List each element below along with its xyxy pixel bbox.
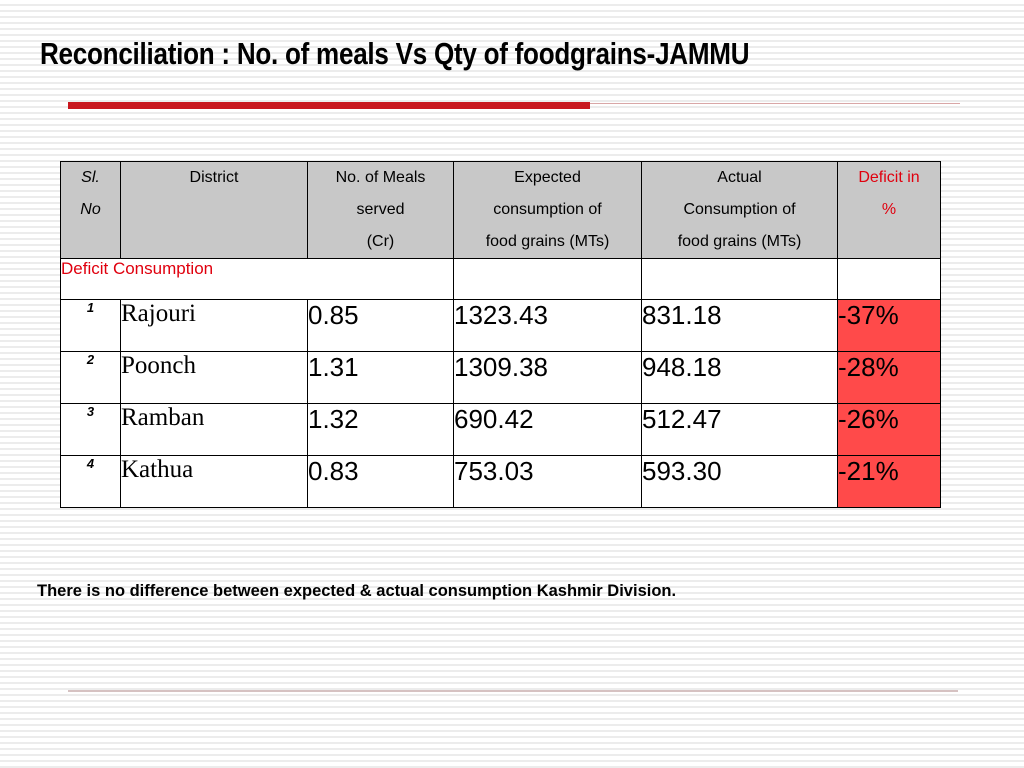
cell-deficit: -21% bbox=[837, 455, 941, 508]
section-row: Deficit Consumption bbox=[60, 258, 941, 300]
cell-expected: 1323.43 bbox=[453, 299, 642, 352]
cell-expected: 1309.38 bbox=[453, 351, 642, 404]
cell-district: Rajouri bbox=[120, 299, 308, 352]
header-deficit-percent: Deficit in % bbox=[837, 161, 941, 259]
table-row: 2 Poonch 1.31 1309.38 948.18 -28% bbox=[60, 351, 941, 404]
header-actual-consumption: Actual Consumption of food grains (MTs) bbox=[641, 161, 838, 259]
title-underline-thin bbox=[590, 103, 960, 104]
cell-actual: 948.18 bbox=[641, 351, 838, 404]
cell-actual: 512.47 bbox=[641, 403, 838, 456]
header-row: Sl. No District No. of Meals served (Cr)… bbox=[60, 161, 941, 259]
cell-expected: 753.03 bbox=[453, 455, 642, 508]
header-text: Sl. bbox=[81, 169, 100, 186]
header-text: % bbox=[881, 201, 897, 218]
header-text: food grains (MTs) bbox=[677, 233, 802, 250]
title-underline-accent bbox=[68, 102, 590, 109]
cell-deficit: -37% bbox=[837, 299, 941, 352]
table-row: 1 Rajouri 0.85 1323.43 831.18 -37% bbox=[60, 299, 941, 352]
empty-cell bbox=[641, 258, 838, 300]
header-text: Deficit in bbox=[858, 169, 920, 186]
header-text: food grains (MTs) bbox=[485, 233, 610, 250]
cell-sl-no: 3 bbox=[60, 403, 121, 456]
cell-sl-no: 4 bbox=[60, 455, 121, 508]
reconciliation-table: Sl. No District No. of Meals served (Cr)… bbox=[60, 161, 941, 508]
header-text: Expected bbox=[514, 169, 581, 186]
cell-sl-no: 2 bbox=[60, 351, 121, 404]
header-district: District bbox=[120, 161, 308, 259]
cell-deficit: -26% bbox=[837, 403, 941, 456]
empty-cell bbox=[453, 258, 642, 300]
cell-meals: 0.85 bbox=[307, 299, 454, 352]
footnote: There is no difference between expected … bbox=[37, 582, 677, 600]
section-label-deficit-consumption: Deficit Consumption bbox=[60, 258, 454, 300]
table-row: 4 Kathua 0.83 753.03 593.30 -21% bbox=[60, 455, 941, 508]
table-row: 3 Ramban 1.32 690.42 512.47 -26% bbox=[60, 403, 941, 456]
cell-expected: 690.42 bbox=[453, 403, 642, 456]
header-expected-consumption: Expected consumption of food grains (MTs… bbox=[453, 161, 642, 259]
cell-meals: 1.32 bbox=[307, 403, 454, 456]
cell-meals: 1.31 bbox=[307, 351, 454, 404]
header-text: served bbox=[356, 201, 405, 218]
header-meals-served: No. of Meals served (Cr) bbox=[307, 161, 454, 259]
slide-title: Reconciliation : No. of meals Vs Qty of … bbox=[40, 36, 750, 71]
header-text: District bbox=[189, 169, 239, 186]
cell-meals: 0.83 bbox=[307, 455, 454, 508]
header-text: Actual bbox=[717, 169, 762, 186]
header-text: Consumption of bbox=[683, 201, 796, 218]
cell-deficit: -28% bbox=[837, 351, 941, 404]
cell-actual: 593.30 bbox=[641, 455, 838, 508]
header-text: No. of Meals bbox=[335, 169, 426, 186]
footer-divider bbox=[68, 690, 958, 692]
cell-district: Poonch bbox=[120, 351, 308, 404]
cell-actual: 831.18 bbox=[641, 299, 838, 352]
empty-cell bbox=[837, 258, 941, 300]
cell-district: Kathua bbox=[120, 455, 308, 508]
header-text: (Cr) bbox=[366, 233, 395, 250]
header-text: No bbox=[80, 201, 101, 218]
header-sl-no: Sl. No bbox=[60, 161, 121, 259]
cell-sl-no: 1 bbox=[60, 299, 121, 352]
header-text: consumption of bbox=[493, 201, 602, 218]
cell-district: Ramban bbox=[120, 403, 308, 456]
